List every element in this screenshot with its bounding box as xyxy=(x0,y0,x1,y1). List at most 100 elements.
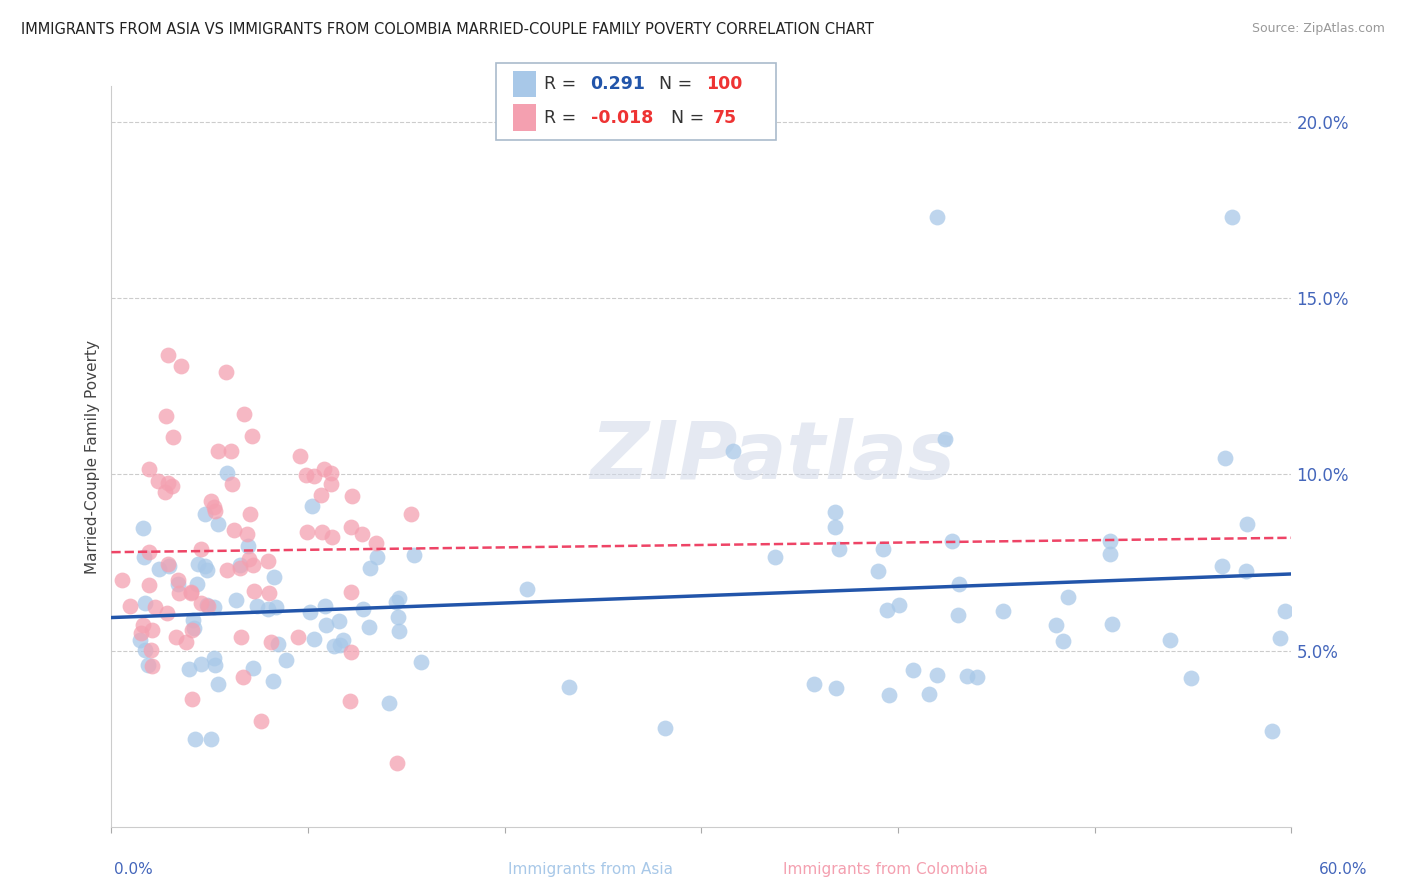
Point xyxy=(204,504,226,518)
Point xyxy=(1211,558,1233,573)
Text: 75: 75 xyxy=(713,109,737,127)
Point xyxy=(132,521,155,535)
Point xyxy=(256,602,278,616)
Point xyxy=(385,756,408,771)
Point xyxy=(134,643,156,657)
Text: 60.0%: 60.0% xyxy=(1319,863,1367,877)
Point xyxy=(299,605,322,619)
Point xyxy=(190,541,212,556)
Point xyxy=(319,476,342,491)
Point xyxy=(129,625,152,640)
Point xyxy=(877,688,900,702)
Point xyxy=(169,586,191,600)
Point xyxy=(956,669,979,683)
Point xyxy=(243,584,266,599)
Point xyxy=(215,466,238,480)
Point xyxy=(1052,634,1074,648)
Point xyxy=(411,655,433,669)
Point xyxy=(1236,516,1258,531)
Point xyxy=(302,632,325,646)
Point xyxy=(239,507,262,521)
Point xyxy=(332,633,354,648)
Text: N =: N = xyxy=(659,75,699,93)
Point xyxy=(165,630,187,644)
Point xyxy=(148,562,170,576)
Point xyxy=(516,582,538,596)
Point xyxy=(339,584,361,599)
Text: Immigrants from Colombia: Immigrants from Colombia xyxy=(783,863,988,877)
Point xyxy=(166,573,188,587)
Point xyxy=(195,563,218,577)
Point xyxy=(274,653,297,667)
Text: N =: N = xyxy=(671,109,710,127)
Point xyxy=(927,210,949,224)
Point xyxy=(824,681,846,695)
Point xyxy=(204,658,226,673)
Text: 100: 100 xyxy=(706,75,742,93)
Point xyxy=(155,606,177,620)
Text: R =: R = xyxy=(544,75,582,93)
Point xyxy=(352,527,374,541)
Point xyxy=(202,650,225,665)
Point xyxy=(190,596,212,610)
Point xyxy=(387,609,409,624)
Text: Immigrants from Asia: Immigrants from Asia xyxy=(508,863,673,877)
Point xyxy=(202,500,225,515)
Point xyxy=(339,519,361,533)
Point xyxy=(157,348,180,362)
Point xyxy=(257,586,280,600)
Point xyxy=(181,623,204,637)
Point xyxy=(195,598,218,612)
Point xyxy=(295,468,318,483)
Point xyxy=(948,607,970,622)
Point xyxy=(301,499,323,513)
Point xyxy=(249,714,271,728)
Point xyxy=(207,677,229,691)
Point xyxy=(339,645,361,659)
Text: 0.291: 0.291 xyxy=(591,75,645,93)
Point xyxy=(1234,564,1257,578)
Point xyxy=(1159,633,1181,648)
Point xyxy=(329,638,352,652)
Point xyxy=(941,533,963,548)
Point xyxy=(558,681,581,695)
Point xyxy=(1274,604,1296,618)
Point xyxy=(128,633,150,648)
Point xyxy=(264,600,287,615)
Point xyxy=(872,541,894,556)
Point xyxy=(231,670,253,684)
Point xyxy=(242,661,264,675)
Point xyxy=(1222,210,1244,224)
Point xyxy=(229,630,252,644)
Point xyxy=(297,524,319,539)
Point xyxy=(966,671,988,685)
Point xyxy=(132,550,155,565)
Point xyxy=(138,545,160,559)
Point xyxy=(1180,671,1202,685)
Point xyxy=(136,658,159,673)
Point xyxy=(1101,617,1123,632)
Point xyxy=(876,603,898,617)
Point xyxy=(260,634,283,648)
Point xyxy=(194,507,217,521)
Point xyxy=(236,539,259,553)
Point xyxy=(402,548,425,562)
Point xyxy=(131,617,153,632)
Text: Source: ZipAtlas.com: Source: ZipAtlas.com xyxy=(1251,22,1385,36)
Point xyxy=(141,624,163,638)
Point xyxy=(288,449,311,463)
Text: -0.018: -0.018 xyxy=(591,109,652,127)
Point xyxy=(311,524,333,539)
Point xyxy=(366,549,388,564)
Point xyxy=(828,542,851,557)
Point xyxy=(322,639,344,653)
Point xyxy=(141,659,163,673)
Point xyxy=(236,527,259,541)
Point xyxy=(139,642,162,657)
Point xyxy=(155,409,177,423)
Point xyxy=(1099,533,1122,548)
Point xyxy=(181,692,204,706)
Point xyxy=(948,577,970,591)
Point xyxy=(352,602,374,616)
Text: R =: R = xyxy=(544,109,582,127)
